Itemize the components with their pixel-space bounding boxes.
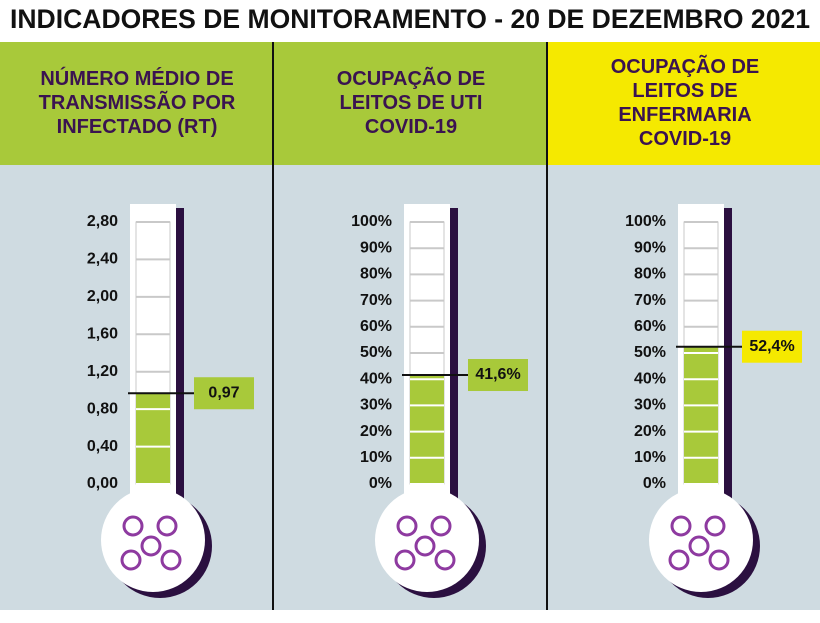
fill-bar (684, 346, 718, 484)
y-tick-label: 0,40 (87, 438, 118, 455)
y-tick-label: 30% (360, 397, 392, 414)
y-tick-label: 50% (360, 344, 392, 361)
y-tick-label: 10% (634, 449, 666, 466)
y-tick-label: 40% (634, 370, 666, 387)
icon (120, 549, 142, 571)
panel-title: NÚMERO MÉDIO DE (40, 66, 233, 90)
value-box (742, 330, 802, 363)
icon (430, 515, 452, 537)
y-tick-label: 70% (360, 292, 392, 309)
header-background (548, 42, 820, 165)
icon (688, 535, 710, 557)
y-tick-label: 60% (360, 318, 392, 335)
y-tick-label: 1,20 (87, 363, 118, 380)
y-tick-label: 10% (360, 449, 392, 466)
icon (122, 515, 144, 537)
y-tick-label: 2,80 (87, 213, 118, 230)
panel-title: LEITOS DE (632, 80, 737, 102)
y-tick-label: 60% (634, 318, 666, 335)
bulb (375, 488, 479, 592)
y-tick-label: 50% (634, 344, 666, 361)
panel-title: TRANSMISSÃO POR (39, 91, 236, 114)
header-background (274, 42, 547, 165)
y-tick-label: 80% (634, 266, 666, 283)
page-title: INDICADORES DE MONITORAMENTO - 20 DE DEZ… (10, 4, 810, 34)
value-label: 52,4% (749, 338, 794, 355)
icon (668, 549, 690, 571)
y-tick-label: 90% (360, 239, 392, 256)
panel-title: LEITOS DE UTI (340, 92, 483, 114)
y-tick-label: 100% (625, 213, 666, 230)
value-box (194, 377, 254, 410)
value-label: 41,6% (475, 366, 520, 383)
y-tick-label: 0,00 (87, 475, 118, 492)
y-tick-label: 20% (360, 423, 392, 440)
y-tick-label: 1,60 (87, 326, 118, 343)
icon (394, 549, 416, 571)
icon (434, 549, 456, 571)
icon (140, 535, 162, 557)
y-tick-label: 80% (360, 266, 392, 283)
y-tick-label: 100% (351, 213, 392, 230)
y-tick-label: 30% (634, 397, 666, 414)
fill-bar (410, 375, 444, 484)
value-box (468, 359, 528, 392)
y-tick-label: 0% (369, 475, 392, 492)
panel-title: COVID-19 (639, 128, 731, 150)
fill-bar (136, 393, 170, 484)
bulb (649, 488, 753, 592)
panel-title: COVID-19 (365, 116, 457, 138)
y-tick-label: 0% (643, 475, 666, 492)
value-label: 0,97 (208, 384, 239, 401)
y-tick-label: 2,00 (87, 288, 118, 305)
panel-title: ENFERMARIA (618, 104, 751, 126)
panel-title: OCUPAÇÃO DE (611, 55, 760, 78)
y-tick-label: 90% (634, 239, 666, 256)
icon (670, 515, 692, 537)
y-tick-label: 70% (634, 292, 666, 309)
icon (414, 535, 436, 557)
panel-title: INFECTADO (RT) (57, 116, 218, 138)
icon (704, 515, 726, 537)
icon (708, 549, 730, 571)
y-tick-label: 20% (634, 423, 666, 440)
bulb (101, 488, 205, 592)
y-tick-label: 40% (360, 370, 392, 387)
y-tick-label: 0,80 (87, 400, 118, 417)
icon (396, 515, 418, 537)
header-background (0, 42, 273, 165)
icon (156, 515, 178, 537)
y-tick-label: 2,40 (87, 251, 118, 268)
icon (160, 549, 182, 571)
panel-title: OCUPAÇÃO DE (337, 67, 486, 90)
